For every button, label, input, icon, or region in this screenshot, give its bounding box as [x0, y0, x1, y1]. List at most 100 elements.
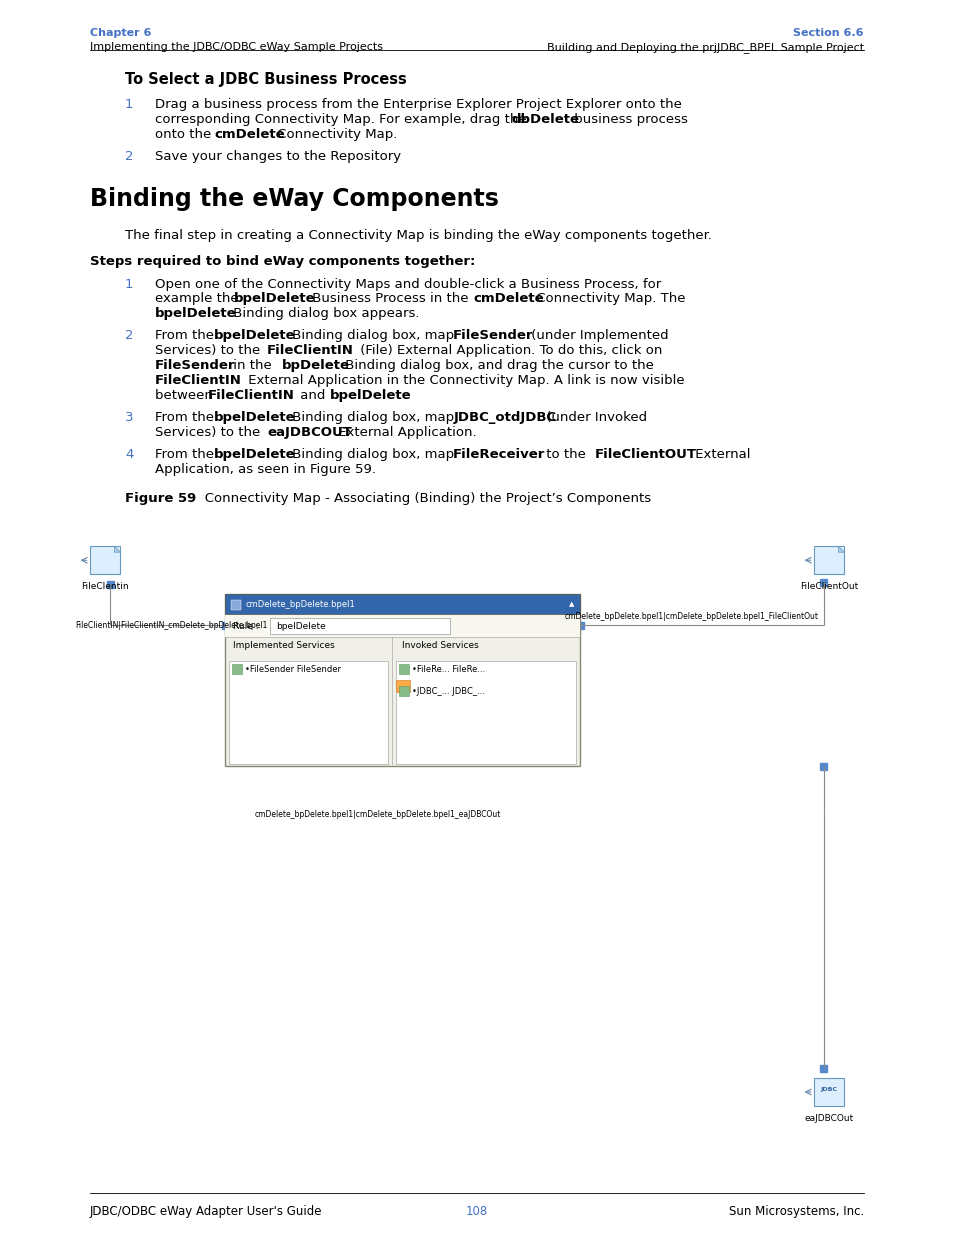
Text: Business Process in the: Business Process in the [308, 293, 473, 305]
Text: .: . [403, 389, 407, 401]
Text: Connectivity Map - Associating (Binding) the Project’s Components: Connectivity Map - Associating (Binding)… [192, 493, 650, 505]
Text: •FileSender FileSender: •FileSender FileSender [245, 664, 340, 674]
Text: The final step in creating a Connectivity Map is binding the eWay components tog: The final step in creating a Connectivit… [125, 228, 711, 242]
Text: JDBC/ODBC eWay Adapter User's Guide: JDBC/ODBC eWay Adapter User's Guide [90, 1205, 322, 1218]
Bar [270, 619, 450, 635]
Text: (under Implemented: (under Implemented [526, 330, 668, 342]
Text: Drag a business process from the Enterprise Explorer Project Explorer onto the: Drag a business process from the Enterpr… [154, 98, 681, 111]
Text: Binding dialog box, map: Binding dialog box, map [288, 330, 458, 342]
Text: FileClientOut: FileClientOut [799, 582, 858, 592]
Text: FileReceiver: FileReceiver [453, 448, 545, 461]
Bar [225, 594, 579, 614]
Text: Open one of the Connectivity Maps and double-click a Business Process, for: Open one of the Connectivity Maps and do… [154, 278, 660, 290]
Text: in the: in the [229, 359, 275, 372]
Text: 2: 2 [125, 149, 133, 163]
Text: example the: example the [154, 293, 243, 305]
Text: Binding the eWay Components: Binding the eWay Components [90, 186, 498, 211]
Text: Implementing the JDBC/ODBC eWay Sample Projects: Implementing the JDBC/ODBC eWay Sample P… [90, 42, 382, 52]
Bar [229, 661, 388, 764]
Bar [232, 664, 242, 674]
Text: 1: 1 [125, 278, 133, 290]
Text: bpDelete: bpDelete [281, 359, 350, 372]
Text: External Application.: External Application. [334, 426, 476, 438]
Text: cmDelete_bpDelete.bpel1: cmDelete_bpDelete.bpel1 [245, 600, 355, 609]
Text: bpelDelete: bpelDelete [233, 293, 315, 305]
Bar [398, 664, 409, 674]
Text: Binding dialog box appears.: Binding dialog box appears. [229, 308, 419, 320]
Bar [395, 680, 410, 693]
Text: and: and [296, 389, 330, 401]
Text: (under Invoked: (under Invoked [541, 411, 646, 424]
Text: JDBC: JDBC [820, 1088, 837, 1093]
Bar [225, 594, 579, 766]
Text: Rule :: Rule : [233, 621, 258, 631]
Text: 4: 4 [125, 448, 133, 461]
Text: Figure 59: Figure 59 [125, 493, 196, 505]
Text: bpelDelete: bpelDelete [154, 308, 236, 320]
Text: between: between [154, 389, 217, 401]
Text: Services) to the: Services) to the [154, 345, 264, 357]
Bar [395, 661, 576, 764]
Text: FileClentin: FileClentin [81, 582, 129, 592]
Text: Sun Microsystems, Inc.: Sun Microsystems, Inc. [728, 1205, 863, 1218]
Text: cmDelete: cmDelete [214, 127, 285, 141]
Text: eaJDBCOUT: eaJDBCOUT [267, 426, 352, 438]
Polygon shape [114, 546, 120, 552]
Text: to the: to the [541, 448, 589, 461]
Text: FileClientOUT: FileClientOUT [594, 448, 696, 461]
Text: Invoked Services: Invoked Services [401, 641, 478, 651]
Text: •FileRe... FileRe...: •FileRe... FileRe... [412, 664, 484, 674]
Text: Binding dialog box, map: Binding dialog box, map [288, 448, 458, 461]
Text: FileSender: FileSender [453, 330, 533, 342]
Text: Binding dialog box, and drag the cursor to the: Binding dialog box, and drag the cursor … [340, 359, 653, 372]
Text: 1: 1 [125, 98, 133, 111]
Text: From the: From the [154, 411, 218, 424]
Text: Chapter 6: Chapter 6 [90, 28, 152, 38]
Text: Application, as seen in Figure 59.: Application, as seen in Figure 59. [154, 463, 375, 475]
Text: bpelDelete: bpelDelete [214, 411, 295, 424]
Text: 108: 108 [465, 1205, 488, 1218]
Text: corresponding Connectivity Map. For example, drag the: corresponding Connectivity Map. For exam… [154, 112, 530, 126]
Text: 3: 3 [125, 411, 133, 424]
Bar [225, 615, 579, 637]
Bar [820, 1065, 826, 1072]
Bar [107, 580, 113, 588]
Bar [231, 600, 241, 610]
Text: Section 6.6: Section 6.6 [793, 28, 863, 38]
Text: FileClientIN: FileClientIN [154, 374, 242, 387]
Text: Connectivity Map. The: Connectivity Map. The [532, 293, 685, 305]
Text: FileSender: FileSender [154, 359, 235, 372]
Text: business process: business process [570, 112, 687, 126]
Text: From the: From the [154, 330, 218, 342]
Text: bpelDelete: bpelDelete [214, 330, 295, 342]
Text: (File) External Application. To do this, click on: (File) External Application. To do this,… [355, 345, 661, 357]
Text: Implemented Services: Implemented Services [233, 641, 335, 651]
Text: onto the: onto the [154, 127, 215, 141]
Text: External Application in the Connectivity Map. A link is now visible: External Application in the Connectivity… [243, 374, 683, 387]
Text: bpelDelete: bpelDelete [275, 621, 325, 631]
Bar [820, 579, 826, 585]
Text: Save your changes to the Repository: Save your changes to the Repository [154, 149, 400, 163]
Text: Connectivity Map.: Connectivity Map. [274, 127, 397, 141]
Text: To Select a JDBC Business Process: To Select a JDBC Business Process [125, 72, 406, 86]
Text: eaJDBCOut: eaJDBCOut [803, 1114, 853, 1123]
Bar [90, 546, 120, 574]
Polygon shape [838, 546, 843, 552]
Text: Binding dialog box, map: Binding dialog box, map [288, 411, 458, 424]
Bar [576, 621, 583, 629]
Text: External: External [690, 448, 749, 461]
Bar [398, 687, 409, 697]
Text: cmDelete_bpDelete.bpel1|cmDelete_bpDelete.bpel1_FileClientOut: cmDelete_bpDelete.bpel1|cmDelete_bpDelet… [564, 613, 818, 621]
Text: Steps required to bind eWay components together:: Steps required to bind eWay components t… [90, 256, 475, 268]
Bar [820, 763, 826, 769]
Text: dbDelete: dbDelete [511, 112, 578, 126]
Text: FileClientIN: FileClientIN [208, 389, 294, 401]
Bar [813, 546, 843, 574]
Text: FileClientIN: FileClientIN [267, 345, 354, 357]
Text: 2: 2 [125, 330, 133, 342]
Bar [813, 1078, 843, 1107]
Text: Services) to the: Services) to the [154, 426, 264, 438]
Text: ▲: ▲ [569, 601, 574, 608]
Text: Building and Deploying the prjJDBC_BPEL Sample Project: Building and Deploying the prjJDBC_BPEL … [546, 42, 863, 53]
Text: bpelDelete: bpelDelete [214, 448, 295, 461]
